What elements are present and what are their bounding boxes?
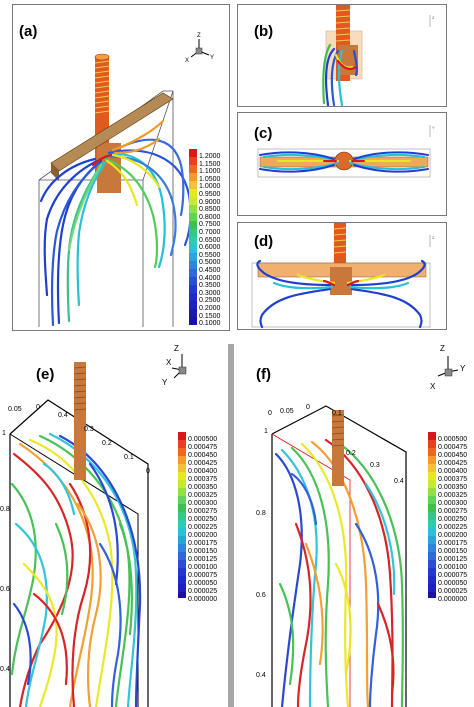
panel-e-figure xyxy=(9,354,187,707)
panel-d-label: (d) xyxy=(254,233,274,250)
tick-label: 0.6 xyxy=(256,592,266,599)
panel-e-label: (e) xyxy=(36,366,55,383)
colorbar-a-labels: 1.2000 1.1500 1.1000 1.0500 1.0000 0.9500 0.90… xyxy=(199,153,221,328)
axis-label-x: X xyxy=(166,358,172,367)
tick-label: 0.8 xyxy=(0,506,10,513)
svg-text:Z: Z xyxy=(432,235,435,240)
panel-b-figure: Z xyxy=(322,5,435,106)
svg-text:Y: Y xyxy=(432,125,435,130)
tick-label: 0.2 xyxy=(346,450,356,457)
panel-a-label: (a) xyxy=(19,23,38,40)
axis-label-z: Z xyxy=(174,344,179,353)
svg-text:X: X xyxy=(185,58,189,64)
tick-label: 0.6 xyxy=(0,586,10,593)
tick-label: 0.4 xyxy=(394,478,404,485)
panel-b-label: (b) xyxy=(254,23,274,40)
panel-f: (f) xyxy=(236,344,474,707)
tick-label: 0.4 xyxy=(58,412,68,419)
tick-label: 0.1 xyxy=(332,410,342,417)
panel-e: (e) xyxy=(0,344,226,707)
tick-label: 0.4 xyxy=(0,666,10,673)
colorbar-a xyxy=(189,149,197,325)
panel-c-figure: Y xyxy=(257,125,435,178)
tick-label: 1 xyxy=(264,428,268,435)
svg-text:Y: Y xyxy=(210,55,214,61)
panel-c: (c) Y xyxy=(237,112,447,216)
axis-label-y: Y xyxy=(460,364,466,373)
tick-label: 0.05 xyxy=(8,406,22,413)
tick-label: 0.3 xyxy=(84,426,94,433)
tick-label: 0.2 xyxy=(102,440,112,447)
axis-label-y: Y xyxy=(162,378,168,387)
tick-label: 1 xyxy=(2,430,6,437)
axis-triad-icon xyxy=(437,356,459,377)
axis-triad-icon xyxy=(171,354,187,379)
panel-a: (a) Z Y X xyxy=(12,4,230,331)
svg-text:Z: Z xyxy=(197,33,201,39)
axis-triad-icon: Z xyxy=(429,235,435,247)
colorbar-e-labels: 0.000500 0.000475 0.000450 0.000425 0.000400… xyxy=(188,436,218,603)
panel-f-label: (f) xyxy=(256,366,271,383)
panel-b: (b) Z xyxy=(237,4,447,107)
panel-a-figure: Z Y X xyxy=(38,33,214,327)
tick-label: 0 xyxy=(36,404,40,411)
tick-label: 0.3 xyxy=(370,462,380,469)
tick-label: 0 xyxy=(268,410,272,417)
axis-label-z: Z xyxy=(440,344,445,353)
tick-label: 0 xyxy=(306,404,310,411)
tick-label: 0.05 xyxy=(280,408,294,415)
axis-label-x: X xyxy=(430,382,436,391)
colorbar-e xyxy=(178,432,186,598)
colorbar-f xyxy=(428,432,436,598)
tick-label: 0.4 xyxy=(256,672,266,679)
colorbar-f-labels: 0.000500 0.000475 0.000450 0.000425 0.000400… xyxy=(438,436,468,603)
axis-triad-icon: Z Y X xyxy=(185,33,214,64)
panel-c-label: (c) xyxy=(254,125,273,142)
tick-label: 0 xyxy=(146,468,150,475)
panel-separator xyxy=(228,344,234,707)
panel-d: (d) Z xyxy=(237,222,447,330)
tick-label: 0.8 xyxy=(256,510,266,517)
panel-f-figure xyxy=(271,356,459,707)
tick-label: 0.1 xyxy=(124,454,134,461)
axis-triad-icon: Y xyxy=(429,125,435,137)
svg-text:Z: Z xyxy=(432,15,435,20)
axis-triad-icon: Z xyxy=(429,15,435,27)
panel-d-figure: Z xyxy=(251,223,435,329)
